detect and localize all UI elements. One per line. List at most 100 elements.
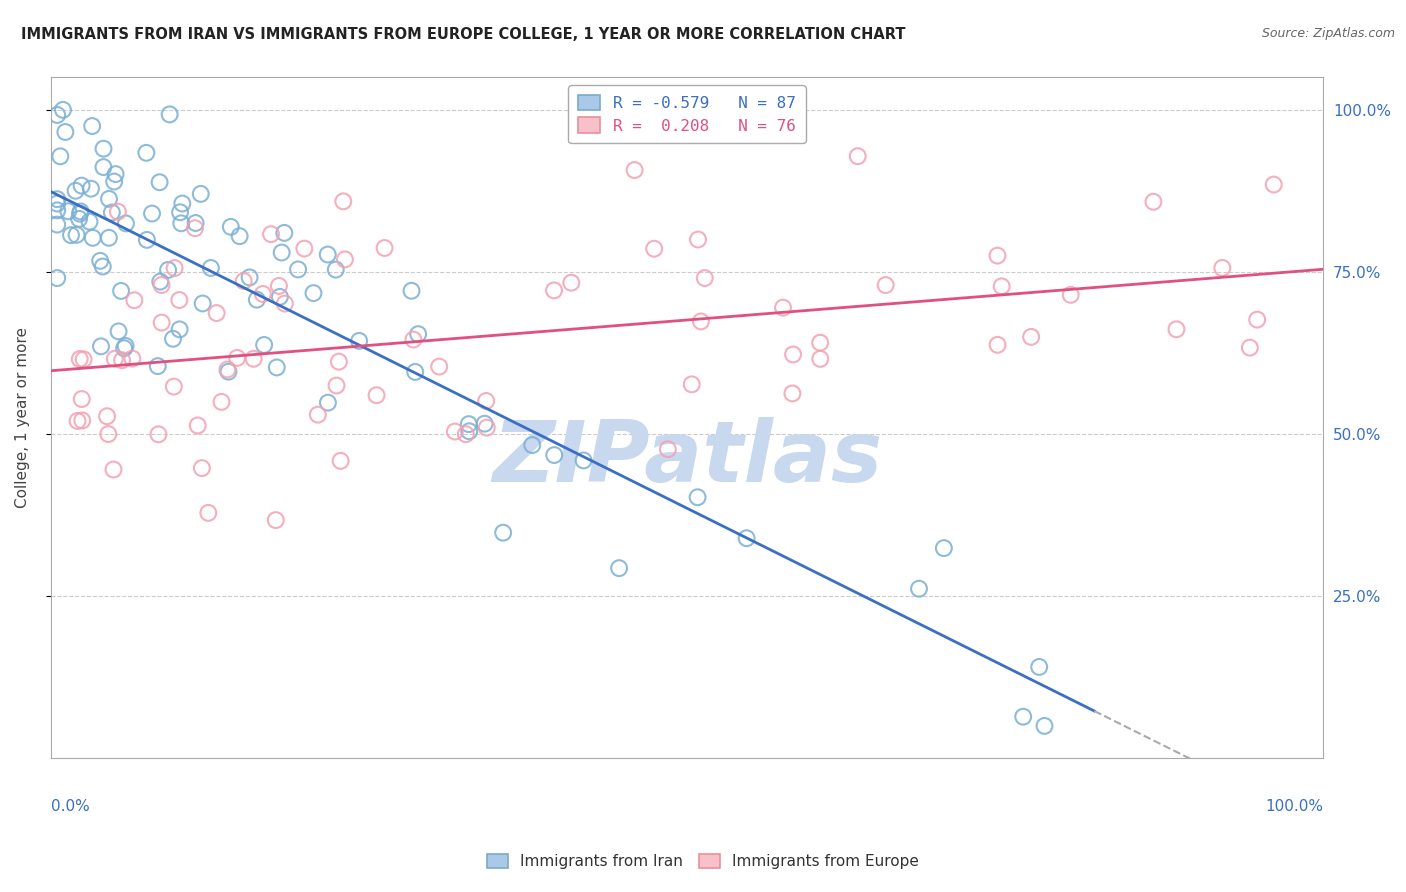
Point [46,192,69,206]
Point [406,327,429,342]
Point [427,359,450,374]
Point [457,417,479,431]
Point [90,339,112,353]
Point [114,339,136,353]
Point [98,192,121,206]
Point [332,194,354,209]
Point [242,351,264,366]
Point [53,125,76,139]
Point [328,354,350,368]
Point [522,438,544,452]
Point [52,103,75,117]
Point [103,175,125,189]
Text: IMMIGRANTS FROM IRAN VS IMMIGRANTS FROM EUROPE COLLEGE, 1 YEAR OR MORE CORRELATI: IMMIGRANTS FROM IRAN VS IMMIGRANTS FROM … [21,27,905,42]
Point [287,262,309,277]
Point [136,233,159,247]
Point [560,276,582,290]
Text: ZIPatlas: ZIPatlas [492,417,882,500]
Point [693,271,716,285]
Point [329,454,352,468]
Point [492,525,515,540]
Point [59,228,82,243]
Point [82,231,104,245]
Point [1019,330,1042,344]
Point [273,226,295,240]
Point [228,229,250,244]
Point [184,221,207,235]
Point [686,233,709,247]
Point [908,582,931,596]
Point [96,409,118,424]
Point [735,531,758,545]
Point [270,245,292,260]
Point [91,260,114,274]
Point [366,388,388,402]
Point [782,386,804,401]
Point [232,274,254,288]
Point [239,270,262,285]
Point [1033,719,1056,733]
Point [1246,312,1268,326]
Point [808,351,831,366]
Point [246,293,269,307]
Point [162,332,184,346]
Point [110,284,132,298]
Point [1028,660,1050,674]
Point [46,108,69,122]
Point [686,490,709,504]
Point [217,362,239,376]
Point [772,301,794,315]
Point [191,461,214,475]
Point [163,261,186,276]
Point [986,249,1008,263]
Point [475,394,498,409]
Point [70,392,93,406]
Point [65,227,87,242]
Point [97,427,120,442]
Point [103,462,125,476]
Point [543,448,565,462]
Point [205,306,228,320]
Point [79,214,101,228]
Point [274,296,297,310]
Point [266,360,288,375]
Point [148,427,170,442]
Point [475,420,498,434]
Point [808,335,831,350]
Point [1211,260,1233,275]
Point [187,418,209,433]
Point [65,184,87,198]
Point [107,324,129,338]
Point [200,260,222,275]
Point [226,351,249,365]
Point [49,149,72,163]
Point [474,417,496,431]
Point [1060,288,1083,302]
Point [1166,322,1188,336]
Point [217,365,239,379]
Point [211,395,233,409]
Point [190,186,212,201]
Point [89,253,111,268]
Point [93,142,115,156]
Point [93,160,115,174]
Point [325,378,347,392]
Point [197,506,219,520]
Point [82,119,104,133]
Y-axis label: College, 1 year or more: College, 1 year or more [15,327,30,508]
Point [846,149,869,163]
Point [267,279,290,293]
Point [572,453,595,467]
Point [316,395,339,409]
Point [46,196,69,211]
Point [170,216,193,230]
Point [657,442,679,457]
Point [124,293,146,308]
Point [260,227,283,242]
Point [70,178,93,193]
Point [169,293,191,307]
Point [690,314,713,328]
Point [444,425,467,439]
Point [990,279,1012,293]
Point [46,218,69,232]
